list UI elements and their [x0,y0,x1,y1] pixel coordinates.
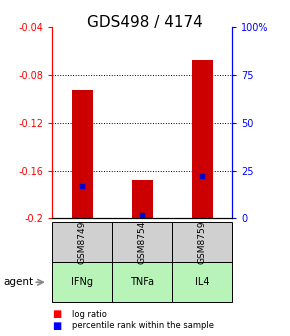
Bar [72,90,93,218]
Text: IFNg: IFNg [71,277,93,287]
Text: log ratio: log ratio [72,310,107,319]
Text: TNFa: TNFa [130,277,154,287]
Text: IL4: IL4 [195,277,209,287]
Text: percentile rank within the sample: percentile rank within the sample [72,322,215,330]
Bar [132,180,153,218]
Text: ■: ■ [52,321,61,331]
Text: agent: agent [3,277,33,287]
Bar [192,60,213,218]
Text: GSM8749: GSM8749 [78,220,87,264]
Text: ■: ■ [52,309,61,319]
Text: GDS498 / 4174: GDS498 / 4174 [87,15,203,30]
Text: GSM8754: GSM8754 [137,220,147,264]
Text: GSM8759: GSM8759 [197,220,206,264]
